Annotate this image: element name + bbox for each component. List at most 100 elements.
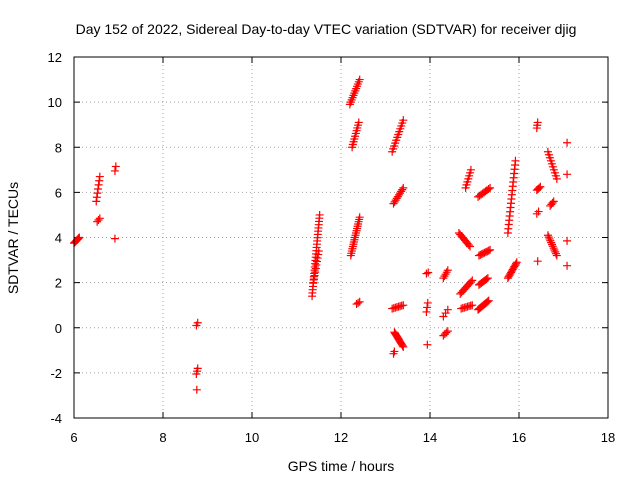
data-point <box>547 238 556 247</box>
x-tick-label: 6 <box>70 430 77 445</box>
data-point <box>354 118 363 127</box>
data-point <box>543 231 552 240</box>
y-tick-label: 0 <box>55 321 62 336</box>
x-tick-label: 10 <box>245 430 259 445</box>
data-point <box>355 75 364 84</box>
y-tick-labels: -4 -2 0 2 4 6 8 10 12 <box>48 50 62 426</box>
data-point <box>354 298 363 307</box>
data-point <box>422 307 431 316</box>
data-point <box>483 274 492 283</box>
data-point <box>111 162 120 171</box>
data-point <box>486 245 495 254</box>
data-point <box>544 233 553 242</box>
y-axis-title: SDTVAR / TECUs <box>5 182 21 294</box>
data-point <box>484 246 493 255</box>
data-point <box>468 301 477 310</box>
data-point <box>390 347 399 356</box>
data-point <box>399 301 408 310</box>
y-tick-label: -4 <box>50 411 62 426</box>
data-points <box>70 75 572 394</box>
data-point <box>512 258 521 267</box>
data-point <box>483 297 492 306</box>
data-point <box>355 297 364 306</box>
data-point <box>551 247 560 256</box>
x-axis-title: GPS time / hours <box>288 458 395 474</box>
data-point <box>315 210 324 219</box>
x-tick-label: 8 <box>159 430 166 445</box>
data-point <box>466 242 475 251</box>
data-point <box>486 183 495 192</box>
data-point <box>399 342 408 351</box>
data-point <box>552 251 561 260</box>
y-tick-label: 8 <box>55 140 62 155</box>
data-point <box>399 183 408 192</box>
chart-title: Day 152 of 2022, Sidereal Day-to-day VTE… <box>76 21 577 37</box>
data-point <box>536 182 545 191</box>
data-point <box>484 184 493 193</box>
data-point <box>95 214 104 223</box>
y-tick-label: 6 <box>55 185 62 200</box>
data-point <box>355 213 364 222</box>
data-point <box>422 269 431 278</box>
data-point <box>442 268 451 277</box>
y-tick-label: 12 <box>48 50 62 65</box>
data-point <box>424 268 433 277</box>
data-point <box>193 318 202 327</box>
x-tick-label: 18 <box>601 430 615 445</box>
x-tick-label: 16 <box>512 430 526 445</box>
y-tick-label: 4 <box>55 231 62 246</box>
x-tick-label: 12 <box>334 430 348 445</box>
data-point <box>423 303 432 312</box>
data-point <box>549 244 558 253</box>
data-point <box>552 174 561 183</box>
data-point <box>563 138 572 147</box>
data-point <box>547 240 556 249</box>
data-point <box>563 236 572 245</box>
data-point <box>398 341 407 350</box>
data-point <box>563 261 572 270</box>
data-point <box>548 198 557 207</box>
data-point <box>94 216 103 225</box>
data-point <box>73 235 82 244</box>
grid-lines <box>74 57 608 418</box>
data-point <box>95 172 104 181</box>
data-point <box>74 234 83 243</box>
data-point <box>468 276 477 285</box>
data-point <box>192 385 201 394</box>
x-tick-label: 14 <box>423 430 437 445</box>
data-point <box>511 156 520 165</box>
x-tick-labels: 6 8 10 12 14 16 18 <box>70 430 615 445</box>
data-point <box>548 242 557 251</box>
data-point <box>482 298 491 307</box>
data-point <box>484 296 493 305</box>
data-point <box>110 234 119 243</box>
data-point <box>552 249 561 258</box>
data-point <box>423 340 432 349</box>
data-point <box>533 118 542 127</box>
data-point <box>443 305 452 314</box>
data-point <box>563 170 572 179</box>
data-point <box>423 298 432 307</box>
data-point <box>314 247 323 256</box>
data-point <box>466 165 475 174</box>
data-point <box>75 233 84 242</box>
data-point <box>545 234 554 243</box>
data-point <box>110 166 119 175</box>
data-point <box>466 277 475 286</box>
y-tick-label: -2 <box>50 366 62 381</box>
plot-frame <box>73 56 609 419</box>
y-tick-label: 10 <box>48 95 62 110</box>
data-point <box>442 328 451 337</box>
data-point <box>546 236 555 245</box>
data-point <box>443 266 452 275</box>
data-point <box>399 116 408 125</box>
data-point <box>193 364 202 373</box>
data-point <box>443 327 452 336</box>
data-point <box>534 207 543 216</box>
data-point <box>550 246 559 255</box>
data-point <box>464 241 473 250</box>
data-point <box>511 259 520 268</box>
data-point <box>533 257 542 266</box>
data-point <box>398 185 407 194</box>
